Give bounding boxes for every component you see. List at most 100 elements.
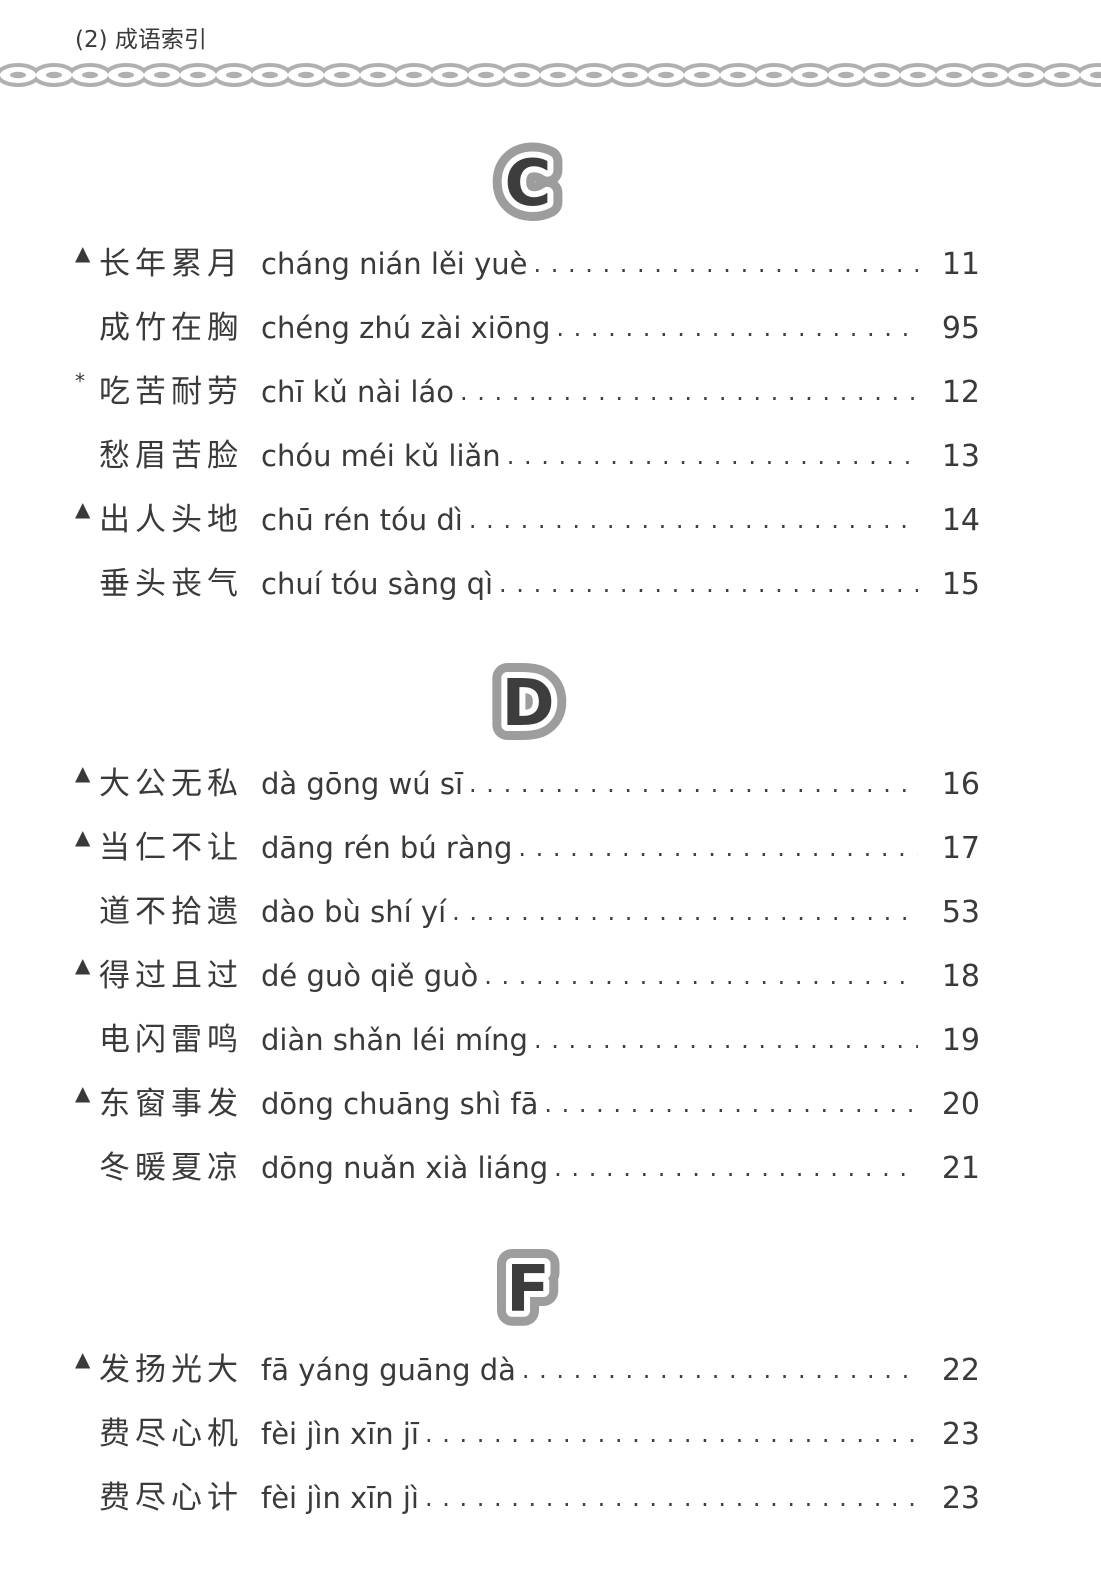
index-entry: ▲ 得过且过 dé guò qiě guò 18 bbox=[75, 944, 980, 1008]
entry-pinyin: chéng zhú zài xiōng bbox=[261, 311, 551, 345]
triangle-marker: ▲ bbox=[75, 761, 91, 785]
bubble-letter-c-icon: C C C bbox=[489, 132, 566, 232]
entry-pinyin: fā yáng guāng dà bbox=[261, 1353, 516, 1387]
triangle-marker: ▲ bbox=[75, 825, 91, 849]
entry-page-number: 15 bbox=[941, 567, 980, 602]
entry-pinyin: dāng rén bú ràng bbox=[261, 831, 513, 865]
index-entry: 费尽心机 fèi jìn xīn jī 23 bbox=[75, 1402, 980, 1466]
entry-pinyin: dōng chuāng shì fā bbox=[261, 1087, 539, 1121]
entry-page-number: 21 bbox=[941, 1151, 980, 1186]
index-entry: ▲ 当仁不让 dāng rén bú ràng 17 bbox=[75, 816, 980, 880]
index-entry: 垂头丧气 chuí tóu sàng qì 15 bbox=[75, 552, 980, 616]
dot-leader bbox=[452, 880, 918, 947]
index-entry: 电闪雷鸣 diàn shǎn léi míng 19 bbox=[75, 1008, 980, 1072]
index-entry: 冬暖夏凉 dōng nuǎn xià liáng 21 bbox=[75, 1136, 980, 1200]
entry-idiom: 垂头丧气 bbox=[99, 566, 243, 602]
bubble-letter-glyph: D bbox=[501, 667, 554, 741]
dot-leader bbox=[469, 752, 918, 819]
entry-idiom: 冬暖夏凉 bbox=[99, 1150, 243, 1186]
triangle-marker: ▲ bbox=[75, 953, 91, 977]
triangle-marker: ▲ bbox=[75, 1347, 91, 1371]
entry-page-number: 23 bbox=[941, 1417, 980, 1452]
entry-idiom: 东窗事发 bbox=[99, 1086, 243, 1122]
entry-pinyin: cháng nián lěi yuè bbox=[261, 247, 528, 281]
entry-page-number: 18 bbox=[941, 959, 980, 994]
dot-leader bbox=[544, 1072, 918, 1139]
entry-idiom: 当仁不让 bbox=[99, 830, 243, 866]
entry-idiom: 长年累月 bbox=[99, 246, 243, 282]
entry-page-number: 12 bbox=[941, 375, 980, 410]
entry-page-number: 14 bbox=[941, 503, 980, 538]
section-d-entries: ▲ 大公无私 dà gōng wú sī 16 ▲ 当仁不让 dāng rén … bbox=[75, 752, 980, 1200]
entry-pinyin: dé guò qiě guò bbox=[261, 959, 479, 993]
entry-pinyin: chóu méi kǔ liǎn bbox=[261, 439, 501, 473]
triangle-marker: ▲ bbox=[75, 241, 91, 265]
entry-idiom: 愁眉苦脸 bbox=[99, 438, 243, 474]
dot-leader bbox=[507, 424, 918, 491]
entry-idiom: 发扬光大 bbox=[99, 1352, 243, 1388]
entry-page-number: 53 bbox=[941, 895, 980, 930]
dot-leader bbox=[554, 1136, 918, 1203]
dot-leader bbox=[534, 1008, 918, 1075]
index-entry: 愁眉苦脸 chóu méi kǔ liǎn 13 bbox=[75, 424, 980, 488]
entry-page-number: 19 bbox=[941, 1023, 980, 1058]
dot-leader bbox=[425, 1466, 918, 1533]
dot-leader bbox=[484, 944, 918, 1011]
bubble-letter-d-icon: D D D bbox=[486, 652, 569, 752]
entry-page-number: 17 bbox=[941, 831, 980, 866]
index-entry: ▲ 长年累月 cháng nián lěi yuè 11 bbox=[75, 232, 980, 296]
section-heading-d: D D D bbox=[75, 652, 980, 752]
asterisk-marker: * bbox=[75, 369, 85, 393]
entry-pinyin: dà gōng wú sī bbox=[261, 767, 464, 801]
dot-leader bbox=[425, 1402, 918, 1469]
entry-pinyin: fèi jìn xīn jī bbox=[261, 1417, 419, 1451]
chain-border-decoration bbox=[0, 62, 1101, 88]
dot-leader bbox=[518, 816, 918, 883]
dot-leader bbox=[522, 1338, 918, 1405]
entry-idiom: 大公无私 bbox=[99, 766, 243, 802]
entry-pinyin: chuí tóu sàng qì bbox=[261, 567, 494, 601]
entry-page-number: 16 bbox=[941, 767, 980, 802]
entry-idiom: 费尽心计 bbox=[99, 1480, 243, 1516]
bubble-letter-outline: F bbox=[506, 1253, 550, 1327]
entry-pinyin: dào bù shí yí bbox=[261, 895, 447, 929]
entry-pinyin: diàn shǎn léi míng bbox=[261, 1023, 528, 1057]
dot-leader bbox=[533, 232, 918, 299]
entry-idiom: 吃苦耐劳 bbox=[99, 374, 243, 410]
section-heading-f: F F F bbox=[75, 1238, 980, 1338]
entry-pinyin: chī kǔ nài láo bbox=[261, 375, 454, 409]
entry-page-number: 11 bbox=[941, 247, 980, 282]
entry-page-number: 23 bbox=[941, 1481, 980, 1516]
bubble-letter-glyph: C bbox=[504, 147, 551, 221]
dot-leader bbox=[499, 552, 918, 619]
entry-page-number: 13 bbox=[941, 439, 980, 474]
bubble-letter-glyph: F bbox=[506, 1253, 550, 1327]
bubble-letter-outline: D bbox=[501, 667, 554, 741]
page-header: (2) 成语索引 bbox=[0, 0, 1101, 54]
index-entry: * 吃苦耐劳 chī kǔ nài láo 12 bbox=[75, 360, 980, 424]
entry-pinyin: dōng nuǎn xià liáng bbox=[261, 1151, 549, 1185]
page-header-title: (2) 成语索引 bbox=[75, 27, 207, 53]
entry-idiom: 电闪雷鸣 bbox=[99, 1022, 243, 1058]
index-content: C C C ▲ 长年累月 cháng nián lěi yuè 11 成竹在胸 … bbox=[0, 132, 1101, 1530]
dot-leader bbox=[556, 296, 918, 363]
entry-idiom: 道不拾遗 bbox=[99, 894, 243, 930]
index-entry: 成竹在胸 chéng zhú zài xiōng 95 bbox=[75, 296, 980, 360]
index-entry: 费尽心计 fèi jìn xīn jì 23 bbox=[75, 1466, 980, 1530]
dot-leader bbox=[469, 488, 918, 555]
bubble-letter-outline: C bbox=[504, 147, 551, 221]
index-entry: ▲ 东窗事发 dōng chuāng shì fā 20 bbox=[75, 1072, 980, 1136]
section-f-entries: ▲ 发扬光大 fā yáng guāng dà 22 费尽心机 fèi jìn … bbox=[75, 1338, 980, 1530]
triangle-marker: ▲ bbox=[75, 497, 91, 521]
index-entry: ▲ 出人头地 chū rén tóu dì 14 bbox=[75, 488, 980, 552]
entry-idiom: 出人头地 bbox=[99, 502, 243, 538]
entry-idiom: 成竹在胸 bbox=[99, 310, 243, 346]
entry-page-number: 95 bbox=[941, 311, 980, 346]
index-entry: 道不拾遗 dào bù shí yí 53 bbox=[75, 880, 980, 944]
section-c-entries: ▲ 长年累月 cháng nián lěi yuè 11 成竹在胸 chéng … bbox=[75, 232, 980, 616]
dot-leader bbox=[460, 360, 918, 427]
index-entry: ▲ 发扬光大 fā yáng guāng dà 22 bbox=[75, 1338, 980, 1402]
entry-pinyin: chū rén tóu dì bbox=[261, 503, 463, 537]
entry-pinyin: fèi jìn xīn jì bbox=[261, 1481, 419, 1515]
